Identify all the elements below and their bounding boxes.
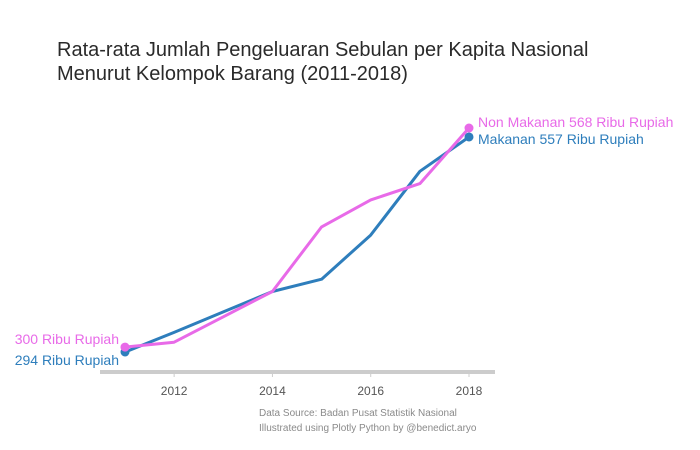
start-point-non-makanan bbox=[120, 342, 130, 352]
end-label-non-makanan: Non Makanan 568 Ribu Rupiah bbox=[478, 114, 673, 130]
start-label-non-makanan: 300 Ribu Rupiah bbox=[15, 331, 119, 347]
source-note: Data Source: Badan Pusat Statistik Nasio… bbox=[259, 408, 457, 419]
x-tick-label-2018: 2018 bbox=[456, 384, 483, 398]
credit-note: Illustrated using Plotly Python by @bene… bbox=[259, 423, 477, 434]
x-tick-label-2012: 2012 bbox=[161, 384, 188, 398]
x-tick-label-2014: 2014 bbox=[259, 384, 286, 398]
series-line-non-makanan bbox=[123, 126, 471, 349]
chart-title-line-1: Rata-rata Jumlah Pengeluaran Sebulan per… bbox=[57, 39, 588, 61]
x-axis-ticks: 2012 2014 2016 2018 bbox=[161, 384, 483, 398]
chart-title-line-2: Menurut Kelompok Barang (2011-2018) bbox=[57, 63, 408, 85]
start-label-makanan: 294 Ribu Rupiah bbox=[15, 352, 119, 368]
plot-area: 294 Ribu Rupiah Makanan 557 Ribu Rupiah 30… bbox=[15, 114, 673, 377]
end-point-non-makanan bbox=[464, 123, 474, 133]
end-point-makanan bbox=[464, 132, 474, 142]
end-label-makanan: Makanan 557 Ribu Rupiah bbox=[478, 131, 644, 147]
x-tick-label-2016: 2016 bbox=[357, 384, 384, 398]
series-line-makanan bbox=[123, 135, 471, 354]
